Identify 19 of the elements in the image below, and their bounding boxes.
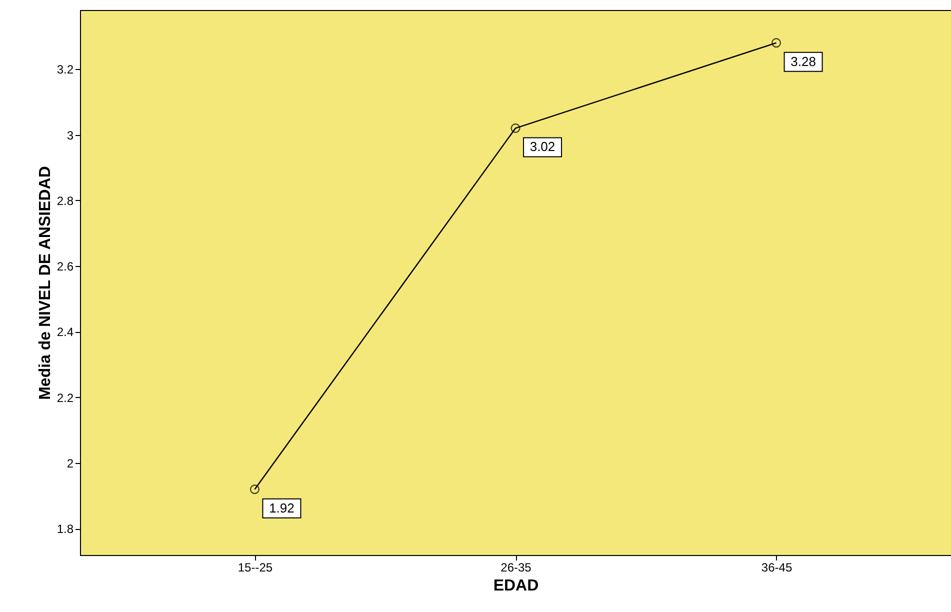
y-tick-label: 2.6	[56, 260, 74, 274]
data-label: 3.02	[530, 139, 556, 154]
y-tick-label: 3	[66, 128, 74, 142]
point	[510, 123, 520, 133]
y-tick-label: 2.4	[56, 325, 74, 340]
point	[250, 484, 260, 494]
x-tick-label: 26-35	[500, 560, 532, 574]
x-tick-label: 36-45	[761, 560, 792, 574]
y-tick-label: 2	[66, 456, 74, 471]
y-tick-label: 2.8	[56, 194, 74, 208]
data-label: 1.92	[269, 500, 294, 516]
y-axis-title: Media de NIVEL DE ANSIEDAD	[36, 166, 54, 400]
y-tick-label: 1.8	[56, 522, 74, 536]
point	[771, 38, 782, 48]
x-tick-label: 15--25	[238, 560, 273, 574]
data-label: 3.28	[790, 54, 816, 69]
y-tick-label: 3.2	[56, 62, 74, 77]
y-tick-label: 2.2	[56, 390, 74, 405]
x-axis-title: EDAD	[493, 578, 539, 594]
